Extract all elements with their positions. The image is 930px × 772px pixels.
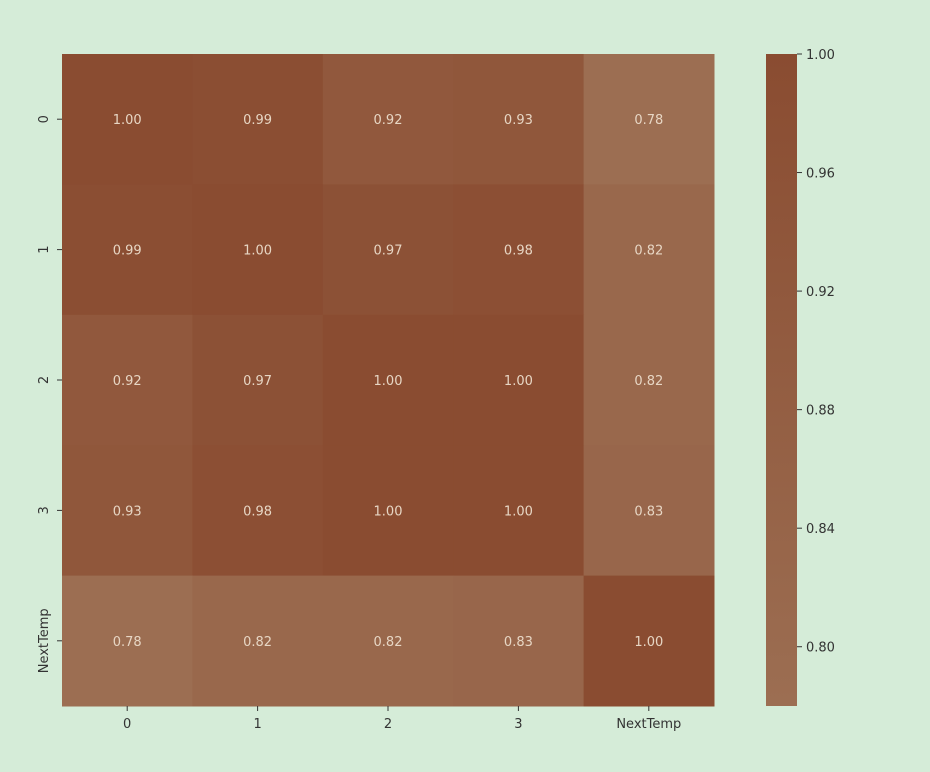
cell-label-r0-c0: 1.00 [113, 113, 142, 128]
heatmap-cell-r1-c1 [192, 184, 324, 316]
cell-label-r0-c1: 0.99 [243, 113, 272, 128]
cell-label-r2-c1: 0.97 [243, 374, 272, 389]
x-tick-label: 2 [384, 717, 392, 732]
y-tick-label: 2 [37, 376, 52, 384]
cell-label-r2-c4: 0.82 [634, 374, 663, 389]
heatmap-cell-r0-c1 [192, 54, 324, 185]
cell-label-r4-c0: 0.78 [113, 635, 142, 650]
heatmap-cell-r3-c2 [322, 445, 454, 577]
x-tick-label: 1 [253, 717, 261, 732]
cell-label-r2-c0: 0.92 [113, 374, 142, 389]
heatmap-cell-r4-c2 [322, 575, 454, 707]
cell-label-r2-c2: 1.00 [374, 374, 403, 389]
heatmap-cell-r2-c2 [322, 314, 454, 446]
heatmap-cell-r3-c3 [453, 445, 585, 577]
x-tick-label: 3 [514, 717, 522, 732]
heatmap-cell-r1-c0 [62, 184, 193, 316]
cell-label-r4-c4: 1.00 [634, 635, 663, 650]
heatmap-cell-r1-c2 [322, 184, 454, 316]
cell-label-r4-c1: 0.82 [243, 635, 272, 650]
cell-label-r4-c2: 0.82 [374, 635, 403, 650]
heatmap-cells [62, 54, 715, 707]
heatmap-cell-r2-c4 [583, 314, 715, 446]
cell-label-r1-c4: 0.82 [634, 244, 663, 259]
cell-label-r0-c4: 0.78 [634, 113, 663, 128]
y-tick-label: 1 [37, 245, 52, 253]
cell-label-r4-c3: 0.83 [504, 635, 533, 650]
cell-label-r1-c1: 1.00 [243, 244, 272, 259]
colorbar-tick-label: 0.80 [806, 641, 835, 656]
heatmap-cell-r0-c3 [453, 54, 585, 185]
heatmap-cell-r1-c4 [583, 184, 715, 316]
heatmap-cell-r0-c0 [62, 54, 193, 185]
heatmap-cell-r1-c3 [453, 184, 585, 316]
cell-label-r0-c3: 0.93 [504, 113, 533, 128]
colorbar-tick-label: 0.88 [806, 404, 835, 419]
heatmap-cell-r3-c4 [583, 445, 715, 577]
cell-label-r3-c2: 1.00 [374, 504, 403, 519]
cell-label-r1-c0: 0.99 [113, 244, 142, 259]
x-tick-label: NextTemp [616, 717, 681, 732]
cell-label-r3-c4: 0.83 [634, 504, 663, 519]
heatmap-cell-r0-c4 [583, 54, 715, 185]
colorbar-tick-label: 0.96 [806, 167, 835, 182]
heatmap-cell-r4-c4 [583, 575, 715, 707]
colorbar [766, 54, 797, 706]
cell-label-r3-c1: 0.98 [243, 504, 272, 519]
heatmap-cell-r4-c3 [453, 575, 585, 707]
cell-label-r2-c3: 1.00 [504, 374, 533, 389]
cell-label-r3-c3: 1.00 [504, 504, 533, 519]
cell-annotations: 1.00 0.99 0.92 0.93 0.78 0.99 1.00 0.97 0.98 0.82… [113, 113, 664, 650]
x-tick-label: 0 [123, 717, 131, 732]
cell-label-r1-c3: 0.98 [504, 244, 533, 259]
colorbar-axis: 1.00 0.96 0.92 0.88 0.84 0.80 [797, 48, 835, 656]
heatmap-cell-r3-c0 [62, 445, 193, 577]
heatmap-cell-r0-c2 [322, 54, 454, 185]
y-tick-label: 3 [37, 506, 52, 514]
heatmap-cell-r3-c1 [192, 445, 324, 577]
cell-label-r1-c2: 0.97 [374, 244, 403, 259]
y-axis: 0 1 2 3 NextTemp [37, 115, 62, 673]
colorbar-tick-label: 0.84 [806, 522, 835, 537]
heatmap-cell-r2-c1 [192, 314, 324, 446]
heatmap-cell-r2-c3 [453, 314, 585, 446]
heatmap-cell-r4-c1 [192, 575, 324, 707]
colorbar-tick-label: 0.92 [806, 285, 835, 300]
y-tick-label: 0 [37, 115, 52, 123]
heatmap-cell-r2-c0 [62, 314, 193, 446]
colorbar-tick-label: 1.00 [806, 48, 835, 63]
heatmap-cell-r4-c0 [62, 575, 193, 707]
cell-label-r3-c0: 0.93 [113, 504, 142, 519]
cell-label-r0-c2: 0.92 [374, 113, 403, 128]
y-tick-label: NextTemp [37, 608, 52, 673]
x-axis: 0 1 2 3 NextTemp [123, 706, 681, 732]
